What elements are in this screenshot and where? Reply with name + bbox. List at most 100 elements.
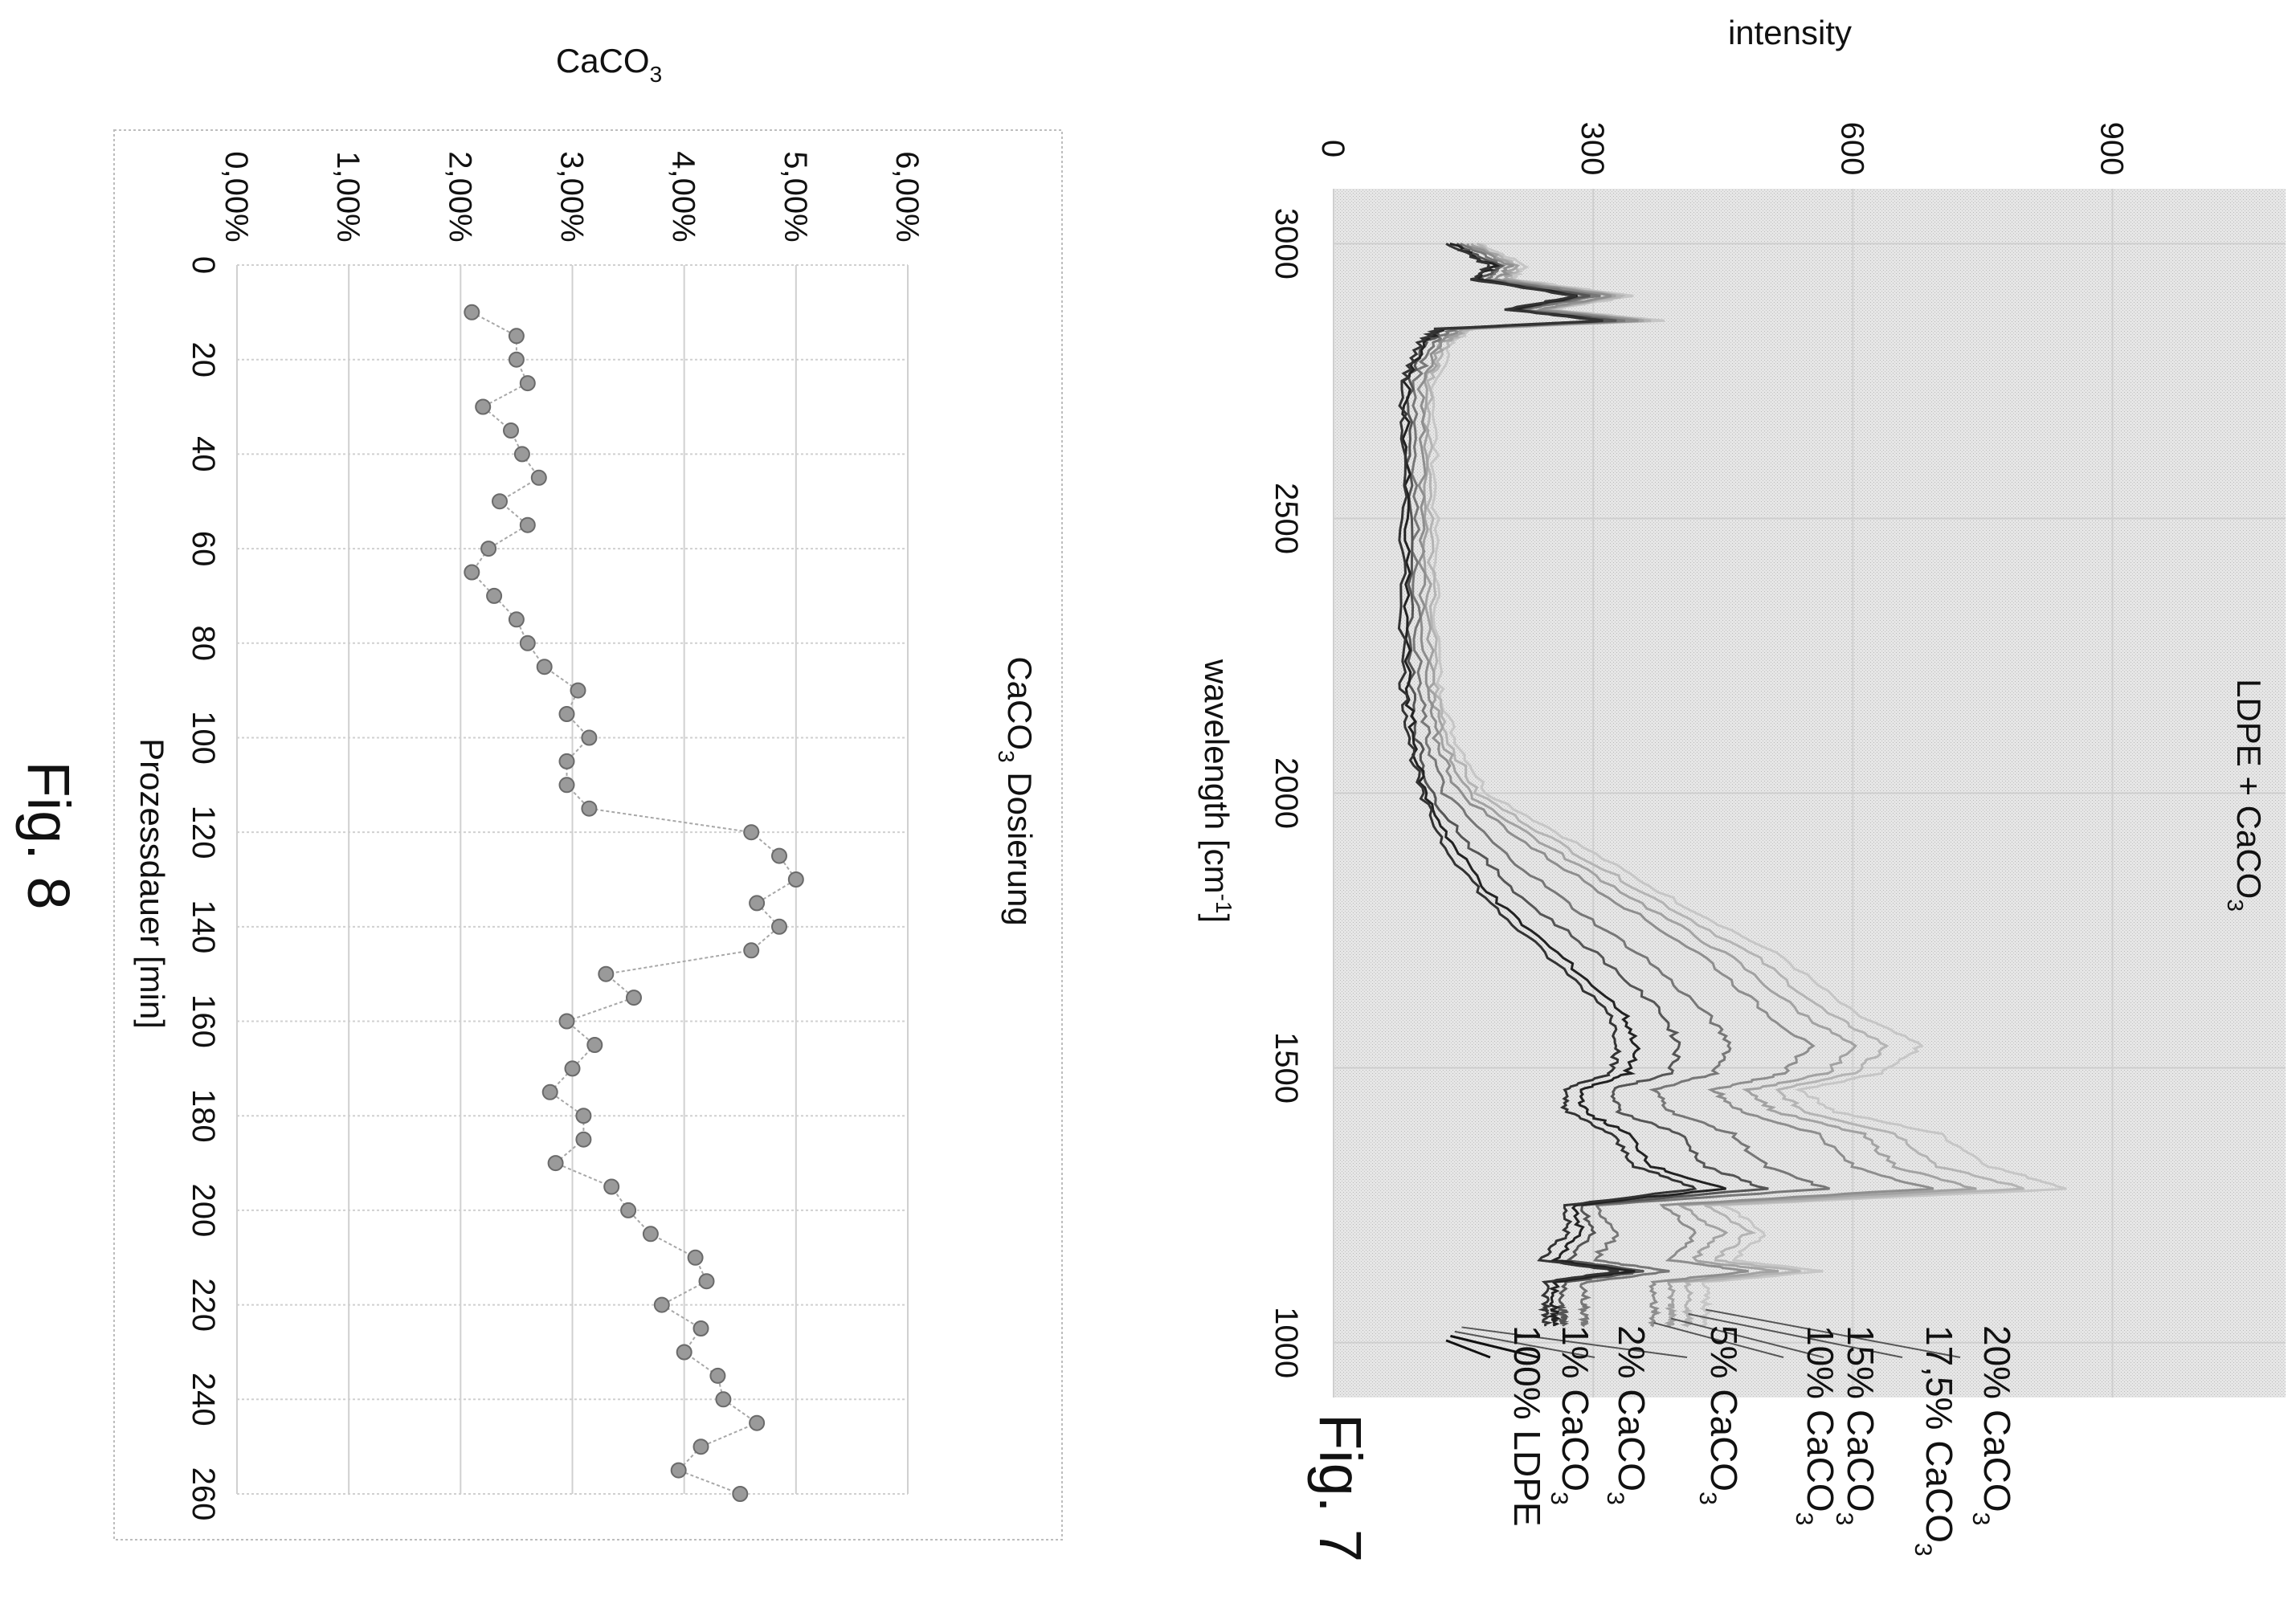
fig7-wavelength-tick-label: 2500: [1269, 483, 1304, 554]
fig8-data-point: [480, 541, 497, 557]
fig8-data-point: [492, 493, 508, 510]
fig7-legend-leaders: [1445, 1308, 1961, 1359]
fig8-time-tick-label: 180: [186, 1089, 221, 1143]
fig7-legend-leader: [1670, 1317, 1824, 1358]
fig8-data-point: [519, 375, 536, 392]
fig8-data-point: [732, 1486, 749, 1502]
fig8-data-point: [558, 706, 575, 722]
fig8-data-point: [670, 1462, 687, 1479]
fig8-series-group: [464, 304, 804, 1502]
fig8-data-point: [519, 635, 536, 651]
fig7-intensity-tick-label: 0: [1315, 140, 1350, 157]
fig8-time-tick-label: 40: [186, 436, 221, 472]
fig7-title: LDPE + CaCO3: [2223, 679, 2268, 912]
fig8-percent-tick-label: 2,00%: [442, 151, 477, 242]
fig8-time-tick-label: 220: [186, 1278, 221, 1332]
fig7-ylabel: intensity: [1728, 14, 1852, 51]
fig8-time-tick-label: 20: [186, 341, 221, 377]
fig8-time-tick-label: 80: [186, 626, 221, 662]
fig7-intensity-tick-label: 300: [1575, 122, 1610, 176]
fig8-data-point: [709, 1367, 726, 1384]
fig7-legend-entry: 17,5% CaCO3: [1910, 1325, 1960, 1557]
fig7-figure-label: Fig. 7: [1307, 1414, 1374, 1562]
fig7-wavelength-tick-label: 1500: [1269, 1032, 1304, 1104]
fig7-legend-leader: [1706, 1308, 1961, 1358]
fig8-time-ticks: 0 20 40 60 80 100 120 140 160 180 200 220 240 260: [186, 256, 221, 1521]
fig8-data-point: [642, 1226, 659, 1243]
fig7-legend-entry: 15% CaCO3: [1831, 1325, 1881, 1525]
fig8-xlabel: Prozessdauer [min]: [133, 738, 171, 1029]
fig8-data-point: [698, 1273, 715, 1290]
fig8-time-tick-label: 120: [186, 806, 221, 859]
fig7-legend-entry: 5% CaCO3: [1694, 1325, 1745, 1505]
fig8-percent-tick-label: 3,00%: [554, 151, 590, 242]
fig8-time-tick-label: 100: [186, 711, 221, 765]
fig8-dosing-chart: 0,00% 1,00% 2,00% 3,00% 4,00% 5,00% 6,00% 0 20 4…: [15, 42, 1063, 1541]
fig8-series-line: [471, 311, 798, 1495]
fig7-series-line: [1397, 243, 1697, 1327]
fig8-data-point: [541, 1083, 558, 1100]
fig7-legend-entry: 100% LDPE: [1506, 1325, 1548, 1527]
fig8-data-point: [692, 1438, 709, 1455]
fig8-time-tick-label: 60: [186, 531, 221, 567]
fig7-wavelength-ticks: 3000 2500 2000 1500 1000: [1269, 208, 1304, 1378]
fig7-legend-leader: [1461, 1326, 1688, 1358]
fig8-title: CaCO3 Dosierung: [994, 656, 1039, 925]
fig8-time-tick-label: 200: [186, 1184, 221, 1238]
fig8-data-point: [570, 682, 586, 699]
fig8-data-point: [787, 871, 804, 888]
fig7-legend-entry: 20% CaCO3: [1967, 1325, 2018, 1525]
fig7-legend-leader: [1450, 1334, 1539, 1359]
fig8-data-point: [475, 398, 492, 415]
fig8-data-point: [519, 516, 536, 533]
fig8-figure-label: Fig. 8: [15, 761, 82, 909]
fig8-data-point: [598, 965, 615, 982]
fig8-data-point: [581, 800, 598, 817]
fig8-data-point: [586, 1037, 603, 1053]
fig8-data-point: [508, 351, 525, 368]
fig8-outer-frame: [113, 129, 1063, 1541]
fig7-legend-leader: [1454, 1330, 1595, 1358]
fig8-percent-tick-label: 1,00%: [330, 151, 366, 242]
fig7-wavelength-tick-label: 1000: [1269, 1307, 1304, 1378]
fig8-data-point: [771, 918, 787, 935]
fig8-percent-tick-label: 0,00%: [219, 151, 254, 242]
fig8-data-point: [513, 446, 530, 463]
fig8-time-tick-label: 260: [186, 1467, 221, 1521]
fig7-legend-leader: [1445, 1339, 1491, 1359]
fig8-data-point: [558, 753, 575, 769]
fig8-time-tick-label: 140: [186, 900, 221, 953]
fig7-legend-entry: 2% CaCO3: [1602, 1325, 1653, 1505]
fig8-percent-ticks: 0,00% 1,00% 2,00% 3,00% 4,00% 5,00% 6,00%: [219, 151, 925, 242]
fig8-data-point: [503, 422, 519, 439]
fig8-time-tick-label: 240: [186, 1373, 221, 1426]
fig7-legend-entry: 10% CaCO3: [1791, 1325, 1841, 1525]
fig8-data-point: [603, 1178, 620, 1195]
fig8-data-point: [692, 1320, 709, 1336]
fig8-percent-tick-label: 4,00%: [666, 151, 701, 242]
fig7-legend-entry: 1% CaCO3: [1546, 1325, 1596, 1505]
fig8-data-point: [743, 942, 760, 959]
fig8-data-point: [508, 611, 525, 628]
fig8-time-tick-label: 160: [186, 994, 221, 1048]
fig7-intensity-ticks: 0 300 600 900: [1315, 122, 2130, 176]
fig8-gridlines: [236, 264, 909, 1495]
fig8-data-point: [547, 1155, 564, 1172]
fig8-data-point: [715, 1391, 732, 1408]
fig7-wavelength-tick-label: 2000: [1269, 757, 1304, 829]
fig7-legend-leader: [1688, 1313, 1903, 1358]
fig8-data-point: [743, 824, 760, 841]
fig8-data-point: [575, 1108, 592, 1124]
fig8-data-point: [558, 777, 575, 794]
fig8-data-point: [530, 469, 547, 486]
fig8-percent-tick-label: 5,00%: [778, 151, 813, 242]
fig8-data-point: [749, 895, 766, 912]
fig7-series-group: [1397, 242, 2067, 1328]
fig8-data-point: [749, 1414, 766, 1431]
fig8-data-point: [620, 1202, 637, 1218]
fig8-data-point: [486, 587, 503, 604]
fig8-data-point: [558, 1013, 575, 1030]
fig8-data-point: [687, 1249, 704, 1266]
